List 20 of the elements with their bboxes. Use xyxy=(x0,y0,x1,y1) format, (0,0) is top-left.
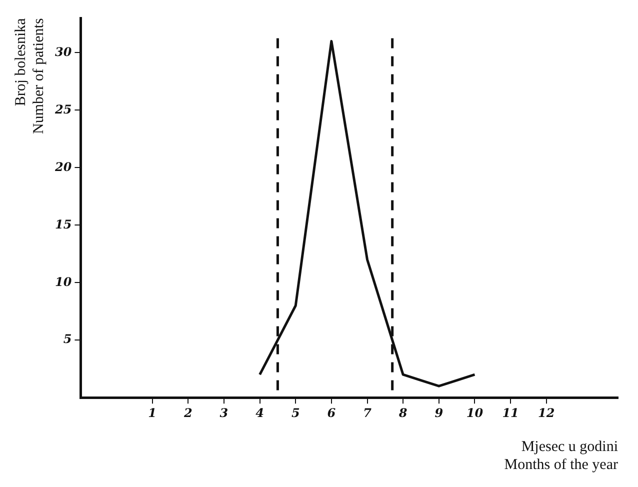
y-axis-title: Broj bolesnika Number of patients xyxy=(12,18,47,134)
x-tick-label: 1 xyxy=(148,406,157,420)
y-tick-label: 10 xyxy=(54,274,72,289)
x-tick-label: 8 xyxy=(398,406,408,420)
x-tick-label: 3 xyxy=(220,406,228,420)
x-tick-label: 7 xyxy=(363,406,372,420)
y-tick-label: 25 xyxy=(54,102,72,116)
x-tick-label: 11 xyxy=(502,406,519,420)
x-tick-label: 5 xyxy=(291,406,300,420)
y-tick-label: 15 xyxy=(54,217,72,232)
x-tick-label: 10 xyxy=(466,406,484,420)
x-tick-label: 9 xyxy=(434,406,444,420)
y-tick-label: 30 xyxy=(54,44,72,59)
y-tick-label: 5 xyxy=(63,332,72,346)
x-tick-label: 4 xyxy=(256,406,264,420)
x-tick-label: 6 xyxy=(327,406,336,420)
y-tick-label: 20 xyxy=(54,160,72,174)
x-tick-label: 12 xyxy=(538,406,555,420)
x-tick-label: 2 xyxy=(182,406,192,420)
x-axis-title: Mjesec u godini Months of the year xyxy=(504,438,618,473)
